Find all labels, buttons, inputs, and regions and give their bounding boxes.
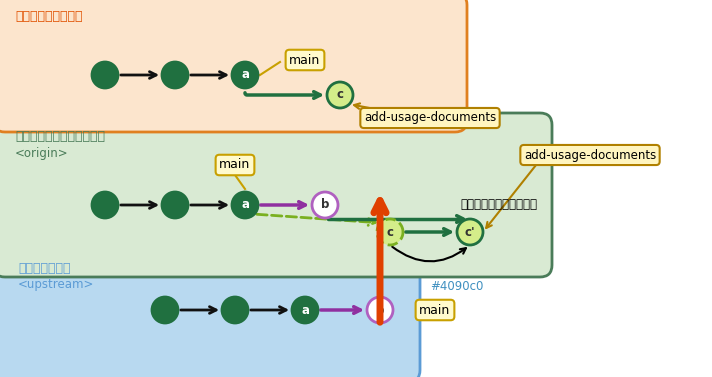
Circle shape (162, 62, 188, 88)
Circle shape (92, 62, 118, 88)
Circle shape (162, 192, 188, 218)
Circle shape (327, 82, 353, 108)
FancyBboxPatch shape (0, 0, 467, 132)
Text: b: b (321, 199, 329, 211)
Circle shape (457, 219, 483, 245)
Text: ブランチを同期（プル）: ブランチを同期（プル） (460, 199, 537, 211)
Text: add-usage-documents: add-usage-documents (524, 149, 656, 161)
FancyBboxPatch shape (0, 236, 420, 377)
Text: <origin>: <origin> (15, 147, 68, 160)
Text: b: b (376, 303, 384, 317)
Text: <upstream>: <upstream> (18, 278, 95, 291)
Text: add-usage-documents: add-usage-documents (364, 112, 496, 124)
Circle shape (222, 297, 248, 323)
Text: c': c' (465, 225, 476, 239)
Text: 中央リポジトリ: 中央リポジトリ (18, 262, 70, 275)
Text: ローカルリポジトリ: ローカルリポジトリ (15, 10, 83, 23)
Circle shape (232, 192, 258, 218)
FancyBboxPatch shape (0, 113, 552, 277)
Text: #4090c0: #4090c0 (430, 280, 483, 293)
Text: a: a (241, 69, 249, 81)
Circle shape (232, 62, 258, 88)
Circle shape (312, 192, 338, 218)
Text: a: a (301, 303, 309, 317)
Text: c: c (387, 225, 394, 239)
Text: main: main (219, 158, 251, 172)
Text: 作業用リモートリポジトリ: 作業用リモートリポジトリ (15, 130, 105, 143)
Text: main: main (419, 303, 451, 317)
Text: main: main (289, 54, 320, 66)
Text: a: a (241, 199, 249, 211)
Circle shape (92, 192, 118, 218)
Text: c: c (337, 89, 343, 101)
Polygon shape (377, 219, 403, 245)
Circle shape (367, 297, 393, 323)
Circle shape (292, 297, 318, 323)
Circle shape (152, 297, 178, 323)
